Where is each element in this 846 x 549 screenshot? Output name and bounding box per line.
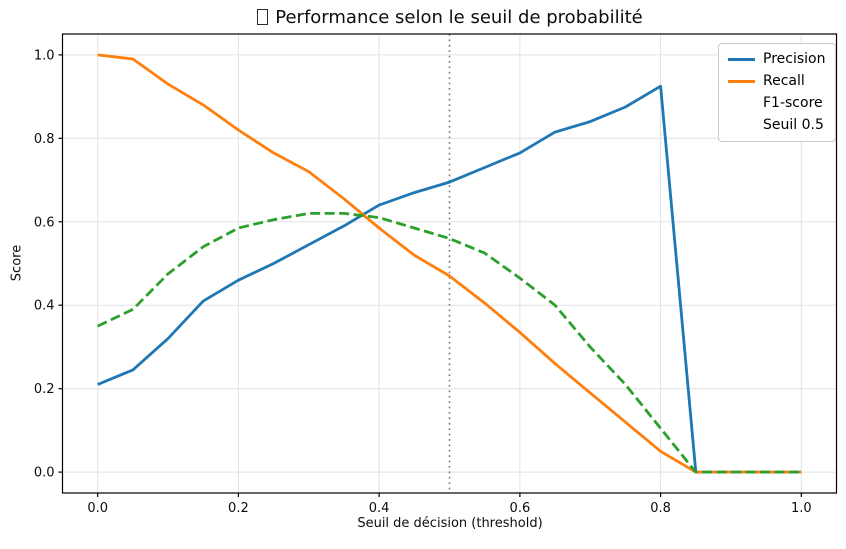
threshold-line-sample-icon — [728, 125, 755, 127]
legend-item-precision: Precision — [728, 52, 825, 67]
svg-text:1.0: 1.0 — [791, 501, 812, 516]
recall-line-sample-icon — [728, 80, 755, 83]
missing-glyph-icon — [257, 9, 269, 25]
legend-item-threshold: Seuil 0.5 — [728, 118, 825, 133]
legend-label: F1-score — [763, 95, 823, 111]
precision-line-sample-icon — [728, 58, 755, 61]
page-title: Performance selon le seuil de probabilit… — [63, 5, 837, 30]
y-ticks — [58, 54, 63, 473]
legend-item-f1: F1-score — [728, 96, 825, 111]
legend-item-recall: Recall — [728, 74, 825, 89]
legend-label: Seuil 0.5 — [763, 117, 824, 133]
svg-text:0.8: 0.8 — [34, 132, 55, 147]
legend-label: Precision — [763, 51, 826, 67]
svg-text:0.0: 0.0 — [87, 501, 108, 516]
f1-line-sample-icon — [728, 102, 755, 105]
svg-text:0.0: 0.0 — [34, 466, 55, 481]
svg-text:0.4: 0.4 — [369, 501, 390, 516]
svg-text:0.2: 0.2 — [34, 382, 55, 397]
svg-text:0.2: 0.2 — [228, 501, 249, 516]
y-tick-labels: 0.0 0.2 0.4 0.6 0.8 1.0 — [34, 48, 55, 480]
legend-label: Recall — [763, 73, 805, 89]
y-axis-label: Score — [9, 244, 25, 282]
svg-text:0.4: 0.4 — [34, 299, 55, 314]
x-axis-label: Seuil de décision (threshold) — [357, 516, 543, 531]
x-ticks — [97, 493, 802, 497]
series-path-precision — [97, 84, 802, 474]
axes-spines — [61, 33, 838, 494]
x-tick-labels: 0.0 0.2 0.4 0.6 0.8 1.0 — [87, 501, 811, 516]
svg-text:1.0: 1.0 — [34, 48, 55, 63]
svg-text:0.6: 0.6 — [34, 215, 55, 230]
svg-text:0.6: 0.6 — [510, 501, 531, 516]
svg-text:0.8: 0.8 — [650, 501, 671, 516]
series-path-f1-score — [97, 212, 802, 474]
chart-title-text: Performance selon le seuil de probabilit… — [275, 7, 643, 28]
legend: Precision Recall F1-score Seuil 0.5 — [718, 43, 837, 142]
series-path-recall — [97, 53, 802, 474]
